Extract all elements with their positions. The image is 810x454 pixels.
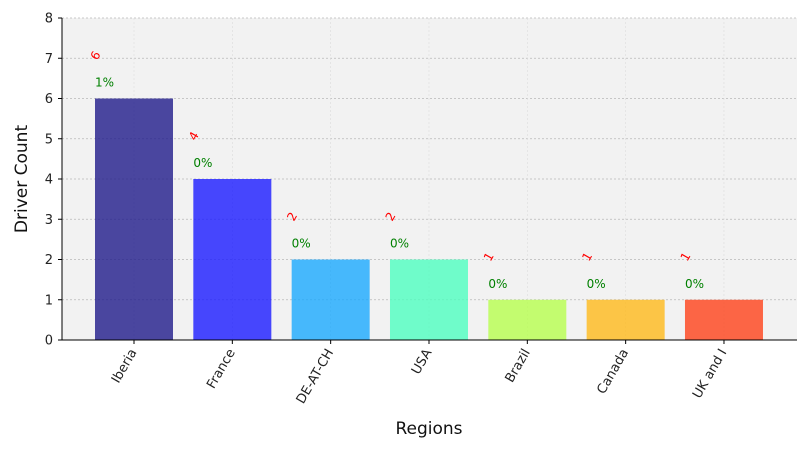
bar-brazil: [488, 299, 567, 340]
grid-lines: [62, 17, 797, 340]
y-tick-label: 3: [45, 213, 53, 228]
percent-label: 0%: [193, 156, 212, 170]
percent-label: 0%: [587, 277, 606, 291]
y-tick-label: 8: [45, 12, 53, 27]
y-tick-label: 4: [45, 173, 53, 188]
bars: [95, 98, 763, 340]
y-tick-label: 6: [45, 92, 53, 107]
x-tick-label: USA: [409, 346, 435, 377]
x-axis-title: Regions: [395, 419, 462, 439]
y-tick-label: 7: [45, 52, 53, 67]
percent-label: 0%: [488, 277, 507, 291]
bar-iberia: [95, 98, 173, 340]
bar-france: [193, 179, 272, 340]
y-tick-label: 0: [45, 334, 53, 349]
percent-label: 0%: [685, 277, 704, 291]
x-tick-label: DE-AT-CH: [294, 347, 337, 407]
bar-de-at-ch: [291, 259, 370, 340]
bar-usa: [389, 259, 468, 340]
x-tick-label: France: [204, 347, 239, 392]
bar-canada: [586, 299, 665, 340]
percent-label: 1%: [95, 76, 114, 90]
y-tick-label: 1: [45, 293, 53, 308]
x-tick-label: Iberia: [109, 347, 140, 387]
y-tick-label: 5: [45, 132, 53, 147]
x-tick-label: UK and I: [690, 347, 730, 402]
y-axis-title: Driver Count: [12, 125, 32, 234]
bar-uk-and-i: [684, 299, 763, 340]
x-tick-label: Brazil: [503, 347, 534, 386]
y-tick-label: 2: [45, 253, 53, 268]
percent-label: 0%: [390, 237, 409, 251]
percent-label: 0%: [292, 237, 311, 251]
x-tick-label: Canada: [594, 347, 632, 397]
